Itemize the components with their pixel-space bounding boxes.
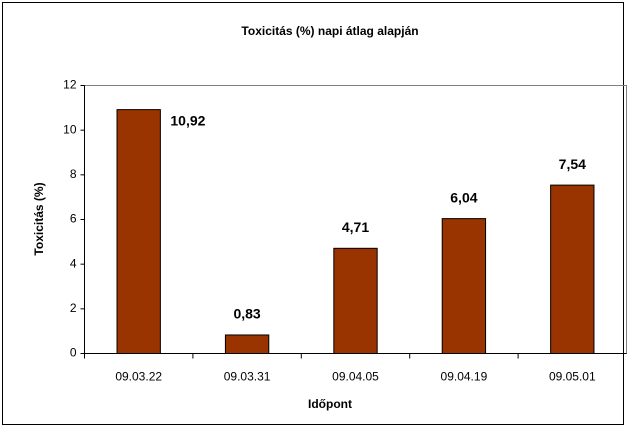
x-tick-label: 09.04.19 — [441, 370, 488, 384]
bar — [333, 247, 378, 354]
y-tick-label: 8 — [70, 167, 77, 181]
bar — [224, 334, 270, 355]
value-label: 6,04 — [450, 189, 477, 205]
x-tick-label: 09.04.05 — [332, 370, 379, 384]
bar — [550, 184, 595, 354]
y-tick-label: 4 — [70, 256, 77, 270]
x-tick-label: 09.03.22 — [115, 370, 162, 384]
x-axis-title: Időpont — [308, 397, 352, 411]
y-tick-label: 2 — [70, 301, 77, 315]
value-label: 0,83 — [233, 306, 260, 322]
bar — [116, 109, 161, 355]
value-label: 10,92 — [170, 112, 205, 128]
y-axis-title: Toxicitás (%) — [32, 182, 46, 255]
y-tick-label: 6 — [70, 212, 77, 226]
x-tick-label: 09.05.01 — [549, 370, 596, 384]
x-tick-label: 09.03.31 — [224, 370, 271, 384]
value-label: 7,54 — [559, 156, 586, 172]
chart-title: Toxicitás (%) napi átlag alapján — [241, 24, 418, 38]
y-tick-label: 0 — [70, 346, 77, 360]
value-label: 4,71 — [342, 219, 369, 235]
y-tick-label: 12 — [63, 78, 77, 92]
y-tick-label: 10 — [63, 122, 77, 136]
bar — [441, 218, 487, 354]
